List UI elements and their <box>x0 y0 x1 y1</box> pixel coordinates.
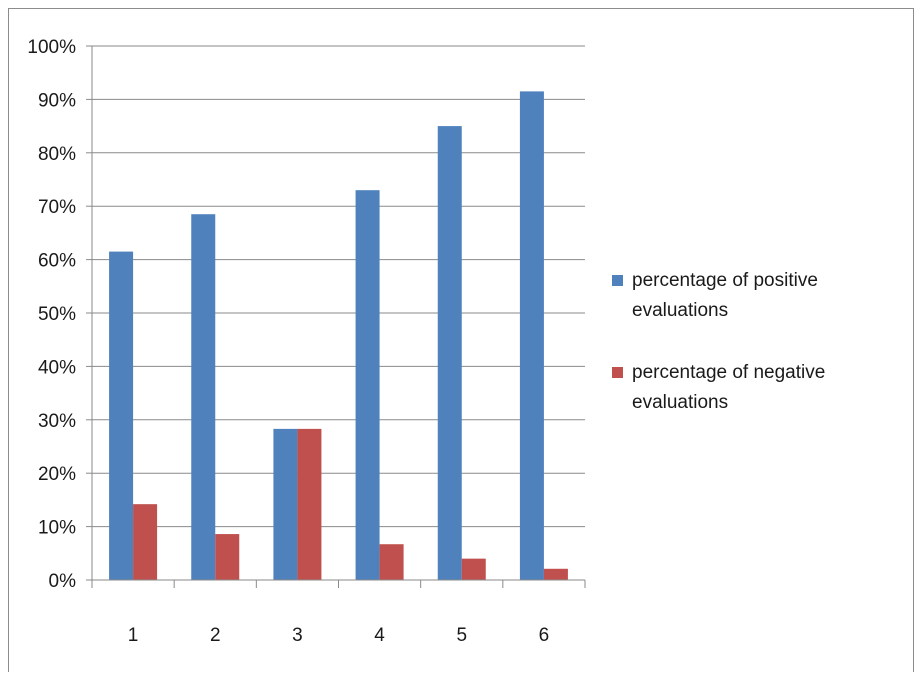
y-tick-label: 30% <box>38 411 76 432</box>
x-tick-label: 5 <box>456 625 467 646</box>
legend-swatch-negative <box>612 367 623 378</box>
bar-positive-6 <box>520 91 544 580</box>
bar-negative-6 <box>544 569 568 580</box>
bar-positive-1 <box>109 252 133 580</box>
bar-positive-3 <box>273 429 297 580</box>
bar-negative-2 <box>215 534 239 580</box>
bar-negative-1 <box>133 504 157 580</box>
y-tick-label: 10% <box>38 518 76 539</box>
bar-positive-5 <box>438 126 462 580</box>
bar-negative-3 <box>297 429 321 580</box>
x-tick-label: 4 <box>374 625 385 646</box>
legend-label-positive: percentage of positive evaluations <box>632 266 912 326</box>
bar-negative-5 <box>462 559 486 580</box>
axes <box>92 46 585 588</box>
x-tick-label: 6 <box>539 625 550 646</box>
legend-label-negative: percentage of negative evaluations <box>632 358 842 418</box>
bar-positive-2 <box>191 214 215 580</box>
bars <box>109 91 568 580</box>
y-tick-label: 100% <box>27 37 76 58</box>
bar-positive-4 <box>356 190 380 580</box>
y-tick-label: 80% <box>38 144 76 165</box>
y-tick-label: 20% <box>38 464 76 485</box>
x-tick-label: 1 <box>128 625 139 646</box>
x-tick-label: 2 <box>210 625 221 646</box>
y-tick-label: 60% <box>38 251 76 272</box>
legend-swatch-positive <box>612 275 623 286</box>
bar-negative-4 <box>380 544 404 580</box>
y-tick-label: 50% <box>38 304 76 325</box>
y-tick-label: 70% <box>38 197 76 218</box>
grid-lines <box>92 46 585 580</box>
y-tick-labels: 0% 10% 20% 30% 40% 50% 60% 70% 80% 90% 100% <box>27 37 92 592</box>
x-tick-label: 3 <box>292 625 303 646</box>
y-tick-label: 0% <box>49 571 77 592</box>
y-tick-label: 40% <box>38 357 76 378</box>
x-tick-labels: 1 2 3 4 5 6 <box>128 625 549 646</box>
y-tick-label: 90% <box>38 90 76 111</box>
